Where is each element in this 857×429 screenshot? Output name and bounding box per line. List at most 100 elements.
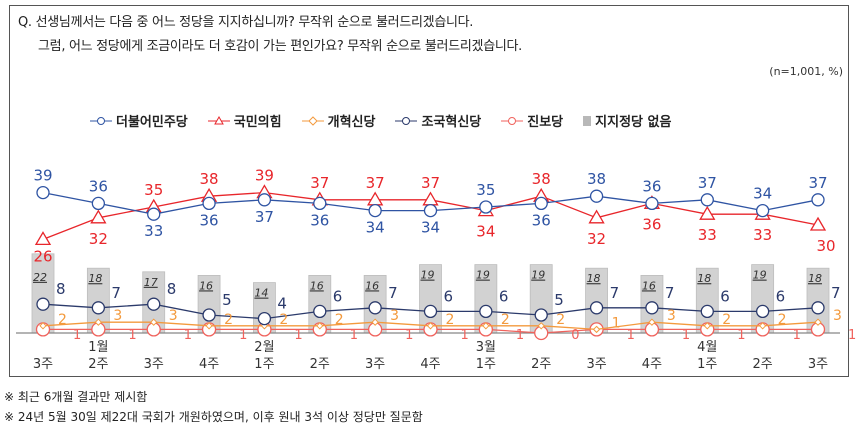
data-label-progressive: 1 (627, 328, 635, 343)
data-label-progressive: 1 (239, 328, 247, 343)
x-week-label: 3주 (144, 357, 164, 372)
circle-marker (423, 203, 438, 218)
x-week-label: 1주 (476, 357, 496, 372)
data-label-rebuilding: 6 (499, 287, 509, 305)
diamond-marker (371, 318, 379, 326)
data-label-democratic: 34 (753, 185, 772, 203)
data-label-progressive: 1 (350, 328, 358, 343)
footnote-1: ※ 최근 6개월 결과만 제시함 (4, 390, 148, 404)
circle-marker (811, 301, 825, 315)
diamond-marker (814, 318, 822, 326)
x-week-label: 4주 (420, 357, 440, 372)
bar-value-label: 22 (33, 271, 47, 284)
circle-marker (534, 196, 548, 211)
data-label-reform: 2 (556, 312, 565, 328)
legend-item-democratic: 더불어민주당 (90, 111, 188, 130)
diamond-marker (703, 322, 711, 330)
legend-label: 조국혁신당 (421, 115, 482, 130)
x-week-label: 3주 (33, 357, 53, 372)
bar-value-label: 18 (587, 272, 601, 285)
legend-line-circle-icon (90, 116, 112, 125)
data-label-democratic: 37 (255, 208, 274, 226)
circle-marker (589, 189, 604, 203)
diamond-marker (205, 322, 213, 330)
data-label-ppp: 38 (200, 170, 219, 188)
legend: 더불어민주당 국민의힘 개혁신당 조국혁신당 진보당 지지정당 없음 (90, 111, 671, 130)
legend-line-circle-icon (501, 116, 524, 125)
data-label-ppp: 32 (89, 230, 108, 248)
data-label-progressive: 1 (682, 328, 690, 343)
triangle-marker (34, 231, 52, 246)
x-week-label: 4주 (199, 357, 219, 372)
data-label-reform: 2 (58, 312, 67, 328)
bar-value-label: 19 (753, 269, 767, 282)
circle-marker (700, 193, 714, 207)
bar-value-label: 16 (365, 279, 379, 292)
data-label-ppp: 32 (587, 230, 606, 248)
footnote-2: ※ 24년 5월 30일 제22대 국회가 개원하였으며, 이후 원내 3석 이… (4, 410, 423, 424)
diamond-marker (592, 325, 601, 334)
circle-marker (202, 308, 216, 322)
circle-marker (755, 304, 770, 319)
data-label-progressive: 1 (294, 328, 302, 343)
x-month-label: 2월 (254, 340, 274, 355)
legend-bar-icon (583, 115, 592, 126)
triangle-marker (809, 216, 827, 231)
circle-marker (36, 297, 50, 311)
data-label-reform: 3 (667, 308, 676, 324)
data-label-ppp: 37 (366, 174, 385, 192)
data-label-reform: 3 (169, 308, 178, 324)
triangle-marker (422, 191, 439, 206)
x-week-label: 1주 (697, 357, 717, 372)
question-line-1: Q. 선생님께서는 다음 중 어느 정당을 지지하십니까? 무작위 순으로 불러… (18, 15, 474, 30)
x-week-label: 1주 (254, 357, 274, 372)
data-label-progressive: 1 (848, 328, 856, 343)
legend-line-diamond-icon (301, 115, 324, 126)
data-label-progressive: 0 (571, 328, 579, 343)
bar-value-label: 18 (697, 272, 711, 285)
data-label-democratic: 34 (366, 219, 385, 237)
legend-label: 국민의힘 (233, 115, 282, 130)
data-label-reform: 2 (501, 312, 510, 328)
data-label-rebuilding: 7 (665, 284, 675, 302)
circle-marker (645, 301, 659, 315)
legend-line-triangle-icon (207, 115, 230, 124)
legend-line-circle-icon (395, 116, 418, 125)
circle-marker (257, 311, 272, 326)
data-label-rebuilding: 8 (167, 280, 177, 298)
data-label-ppp: 26 (33, 247, 52, 265)
diamond-marker (316, 322, 324, 330)
data-label-reform: 2 (335, 312, 344, 328)
data-label-ppp: 34 (476, 223, 495, 241)
data-label-democratic: 37 (698, 174, 717, 192)
circle-marker (147, 207, 161, 221)
circle-marker (479, 304, 493, 319)
bar-value-label: 16 (642, 279, 656, 292)
circle-marker (91, 301, 106, 315)
legend-item-rebuilding: 조국혁신당 (395, 111, 481, 130)
question-line-2: 그럼, 어느 정당에게 조금이라도 더 호감이 가는 편인가요? 무작위 순으로… (38, 39, 523, 54)
triangle-marker (699, 205, 716, 220)
data-label-democratic: 38 (587, 170, 606, 188)
x-week-label: 2주 (753, 357, 773, 372)
legend-label: 지지정당 없음 (595, 115, 672, 130)
circle-marker (368, 301, 382, 315)
data-label-reform: 3 (390, 308, 399, 324)
x-week-label: 3주 (365, 357, 385, 372)
x-week-label: 2주 (531, 357, 551, 372)
data-label-rebuilding: 7 (388, 284, 398, 302)
diamond-marker (482, 322, 490, 330)
bar-value-label: 19 (531, 269, 545, 282)
chart-frame (9, 5, 849, 377)
data-label-reform: 2 (446, 312, 455, 328)
circle-marker (645, 196, 659, 211)
circle-marker (36, 185, 50, 200)
data-label-democratic: 33 (144, 222, 163, 240)
bar-value-label: 18 (808, 272, 822, 285)
data-label-ppp: 37 (310, 174, 329, 192)
data-label-reform: 3 (113, 308, 122, 324)
data-label-rebuilding: 4 (277, 295, 287, 313)
sample-note: (n=1,001, %) (769, 65, 843, 78)
triangle-marker (90, 209, 107, 224)
